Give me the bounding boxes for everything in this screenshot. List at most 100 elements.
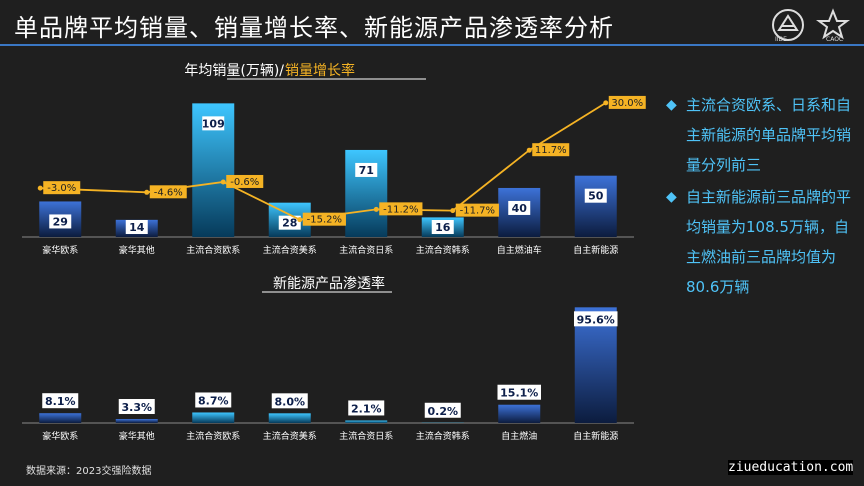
bar — [574, 175, 617, 237]
value-label-box — [202, 116, 225, 131]
category-tick-label: 豪华欧系 — [42, 244, 78, 256]
finding-text: 自主新能源前三品牌的平均销量为108.5万辆，自主燃油前三品牌均值为80.6万辆 — [686, 188, 852, 296]
bar-value-label: 8.0% — [274, 395, 305, 408]
page-title: 单品牌平均销量、销量增长率、新能源产品渗透率分析 — [14, 14, 614, 42]
logo-left-caption: IIDE — [775, 36, 787, 43]
bar-value-label: 95.6% — [577, 313, 615, 326]
value-label-box — [42, 393, 79, 409]
bar-value-label: 0.2% — [427, 405, 458, 418]
bar — [498, 404, 541, 423]
diamond-bullet-icon: ◆ — [666, 97, 677, 113]
growth-point — [526, 147, 532, 153]
bar — [39, 413, 82, 423]
value-label-box — [125, 220, 148, 234]
category-tick-label: 自主燃油 — [501, 430, 537, 442]
growth-rate-label: -3.0% — [47, 183, 76, 194]
growth-rate-label: -11.2% — [383, 204, 418, 215]
value-label-box — [118, 399, 155, 415]
association-logo-icon — [816, 8, 850, 40]
bar-value-label: 28 — [282, 217, 297, 230]
brand-logo-icon — [772, 9, 804, 41]
finding-item: ◆ 自主新能源前三品牌的平均销量为108.5万辆，自主燃油前三品牌均值为80.6… — [666, 182, 852, 302]
growth-point — [144, 189, 150, 195]
bar-value-label: 2.1% — [351, 402, 382, 415]
category-tick-label: 主流合资日系 — [339, 244, 393, 256]
value-label-box — [355, 162, 378, 177]
category-tick-label: 豪华欧系 — [42, 430, 78, 442]
bar-value-label: 8.1% — [45, 395, 76, 408]
chart2-title: 新能源产品渗透率 — [273, 275, 385, 292]
category-tick-label: 主流合资欧系 — [186, 430, 240, 442]
bar — [115, 419, 158, 423]
growth-label-box — [302, 212, 346, 226]
chart2-plot: 8.1% 豪华欧系 3.3% 豪华其他 8.7% 主流合资欧系 8.0% 主流合资美系 2.1%… — [22, 307, 634, 442]
value-label-box — [584, 188, 607, 203]
watermark: ziueducation.com — [728, 460, 854, 475]
chart1-title: 年均销量(万辆)/ — [184, 63, 284, 79]
growth-label-box — [43, 181, 81, 195]
growth-point — [373, 206, 379, 212]
growth-label-box — [608, 95, 646, 109]
growth-rate-label: 11.7% — [535, 145, 567, 156]
bar — [574, 307, 617, 423]
bar-value-label: 3.3% — [121, 401, 152, 414]
chart1-plot: 29 豪华欧系 14 豪华其他 109 主流合资欧系 28 主流合资美系 71 主流合资日系 16 主… — [22, 95, 646, 256]
key-findings: ◆ 主流合资欧系、日系和自主新能源的单品牌平均销量分列前三 ◆ 自主新能源前三品… — [666, 90, 852, 302]
category-tick-label: 主流合资韩系 — [416, 430, 470, 442]
category-tick-label: 自主新能源 — [573, 244, 618, 256]
bar-value-label: 50 — [588, 190, 604, 203]
category-tick-label: 主流合资韩系 — [416, 244, 470, 256]
category-tick-label: 主流合资美系 — [263, 430, 317, 442]
value-label-box — [431, 220, 454, 234]
growth-point — [37, 185, 43, 191]
diamond-bullet-icon: ◆ — [666, 189, 677, 205]
growth-label-box — [532, 143, 570, 157]
bar-value-label: 15.1% — [500, 387, 538, 400]
growth-label-box — [226, 174, 264, 188]
value-label-box — [508, 200, 531, 215]
growth-point — [603, 100, 609, 106]
bar-value-label: 14 — [129, 221, 145, 234]
growth-point — [297, 217, 303, 223]
value-label-box — [497, 384, 541, 400]
bar — [192, 412, 235, 423]
value-label-box — [348, 400, 385, 416]
bar-value-label: 109 — [202, 117, 225, 130]
value-label-box — [574, 311, 618, 327]
category-tick-label: 豪华其他 — [119, 244, 155, 256]
value-label-box — [49, 214, 72, 229]
bar — [268, 413, 311, 423]
category-tick-label: 自主燃油车 — [497, 244, 542, 256]
bar-value-label: 40 — [512, 202, 528, 215]
value-label-box — [278, 215, 301, 230]
value-label-box — [424, 402, 461, 418]
growth-rate-label: -11.7% — [460, 206, 495, 217]
growth-label-box — [379, 202, 423, 216]
growth-rate-label: -15.2% — [307, 215, 342, 226]
category-tick-label: 自主新能源 — [573, 430, 618, 442]
growth-rate-label: -0.6% — [230, 177, 259, 188]
value-label-box — [195, 392, 232, 408]
title-divider — [0, 44, 864, 46]
growth-rate-label: 30.0% — [611, 98, 643, 109]
growth-point — [220, 179, 226, 185]
growth-rate-label: -4.6% — [154, 187, 183, 198]
bar-value-label: 29 — [53, 215, 68, 228]
finding-text: 主流合资欧系、日系和自主新能源的单品牌平均销量分列前三 — [686, 96, 852, 174]
logo-right-caption: CAOC — [826, 36, 844, 43]
chart1-title-growth: 销量增长率 — [285, 62, 355, 79]
value-label-box — [271, 393, 308, 409]
category-tick-label: 主流合资欧系 — [186, 244, 240, 256]
sales-and-penetration-chart: 年均销量(万辆)/ 销量增长率 新能源产品渗透率 29 豪华欧系 14 豪华其他 109… — [22, 62, 646, 442]
growth-label-box — [149, 185, 187, 199]
category-tick-label: 豪华其他 — [119, 430, 155, 442]
bar — [345, 420, 388, 423]
bar-value-label: 8.7% — [198, 394, 229, 407]
finding-item: ◆ 主流合资欧系、日系和自主新能源的单品牌平均销量分列前三 — [666, 90, 852, 180]
bar-value-label: 16 — [435, 221, 451, 234]
data-source-note: 数据来源：2023交强险数据 — [26, 466, 152, 477]
growth-label-box — [455, 203, 499, 217]
bar-value-label: 71 — [359, 164, 374, 177]
growth-point — [450, 208, 456, 214]
category-tick-label: 主流合资日系 — [339, 430, 393, 442]
